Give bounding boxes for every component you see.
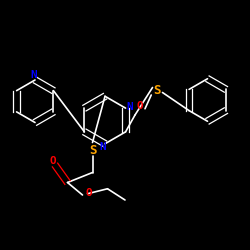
Text: N: N [127, 102, 134, 112]
Text: O: O [49, 156, 56, 166]
Text: N: N [99, 142, 106, 152]
Text: N: N [30, 70, 37, 81]
Text: S: S [89, 144, 96, 156]
Text: O: O [136, 101, 143, 111]
Text: S: S [154, 84, 161, 96]
Text: O: O [86, 188, 92, 198]
